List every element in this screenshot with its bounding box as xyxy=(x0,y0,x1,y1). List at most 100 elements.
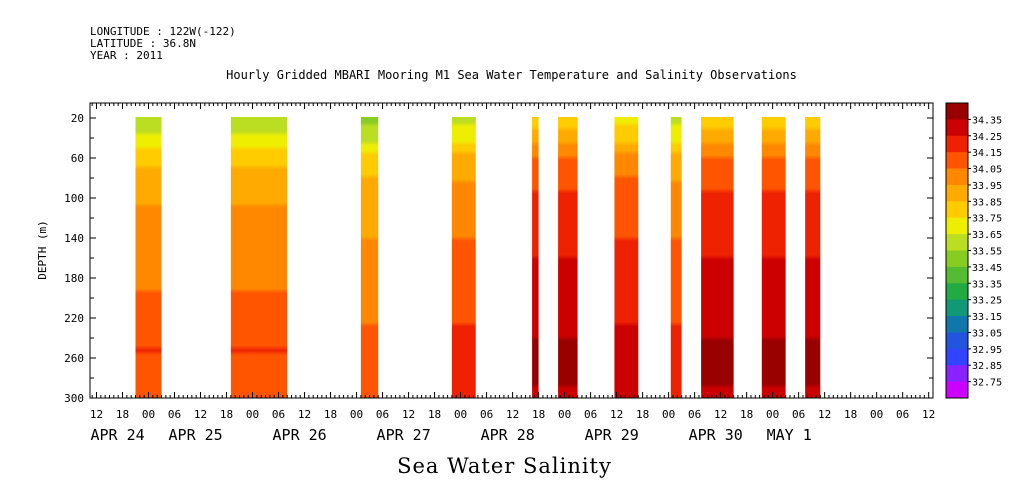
y-tick-label: 140 xyxy=(64,232,84,245)
colorbar-label: 33.15 xyxy=(972,312,1002,323)
x-date-label: APR 26 xyxy=(273,426,327,444)
x-tick-label: 00 xyxy=(350,408,363,421)
colorbar-label: 33.45 xyxy=(972,263,1002,274)
y-tick-label: 60 xyxy=(71,152,84,165)
x-date-label: APR 30 xyxy=(689,426,743,444)
x-date-label: APR 27 xyxy=(377,426,431,444)
colorbar-swatch xyxy=(946,381,968,399)
colorbar-swatch xyxy=(946,299,968,317)
data-segment xyxy=(614,117,639,398)
x-axis-title: Sea Water Salinity xyxy=(397,454,612,478)
x-tick-label: 06 xyxy=(168,408,181,421)
x-tick-label: 06 xyxy=(896,408,909,421)
colorbar-swatch xyxy=(946,283,968,301)
data-segment xyxy=(761,117,786,398)
x-tick-label: 06 xyxy=(584,408,597,421)
year-label: YEAR : 2011 xyxy=(90,49,163,62)
colorbar-label: 33.85 xyxy=(972,197,1002,208)
colorbar-swatch xyxy=(946,168,968,186)
colorbar-swatch xyxy=(946,234,968,251)
x-tick-label: 00 xyxy=(558,408,571,421)
y-tick-label: 300 xyxy=(64,392,84,405)
colorbar-swatch xyxy=(946,217,968,235)
x-date-label: APR 29 xyxy=(585,426,639,444)
x-tick-label: 12 xyxy=(922,408,935,421)
data-segment xyxy=(558,117,578,398)
colorbar-label: 33.25 xyxy=(972,296,1002,307)
colorbar-label: 33.95 xyxy=(972,181,1002,192)
x-tick-label: 12 xyxy=(90,408,103,421)
latitude-label: LATITUDE : 36.8N xyxy=(90,37,196,50)
colorbar-swatch xyxy=(946,348,968,366)
x-tick-label: 00 xyxy=(454,408,467,421)
x-date-label: APR 25 xyxy=(169,426,223,444)
data-segment xyxy=(532,117,539,398)
y-tick-label: 100 xyxy=(64,192,84,205)
colorbar-swatch xyxy=(946,135,968,153)
x-tick-label: 18 xyxy=(636,408,649,421)
colorbar-label: 34.05 xyxy=(972,165,1002,176)
x-date-label: APR 28 xyxy=(481,426,535,444)
colorbar-label: 34.35 xyxy=(972,115,1002,126)
x-tick-label: 18 xyxy=(844,408,857,421)
colorbar-swatch xyxy=(946,201,968,219)
x-tick-label: 12 xyxy=(610,408,623,421)
x-tick-label: 12 xyxy=(506,408,519,421)
y-tick-label: 260 xyxy=(64,352,84,365)
plot-frame xyxy=(89,102,934,399)
plot-area xyxy=(135,117,821,398)
y-axis-title: DEPTH (m) xyxy=(36,220,49,280)
data-segment xyxy=(451,117,476,398)
data-segment xyxy=(670,117,682,398)
colorbar-swatch xyxy=(946,103,968,120)
x-tick-label: 06 xyxy=(376,408,389,421)
axes: 12 18 00 06 12 18 00 06 12 18 00 06 12 18 00 06 12 18 00 06… xyxy=(64,102,935,444)
x-tick-label: 18 xyxy=(740,408,753,421)
x-tick-label: 06 xyxy=(688,408,701,421)
x-tick-label: 06 xyxy=(792,408,805,421)
x-tick-label: 12 xyxy=(402,408,415,421)
colorbar-swatch xyxy=(946,316,968,333)
x-tick-label: 00 xyxy=(766,408,779,421)
colorbar-label: 33.65 xyxy=(972,230,1002,241)
chart-title: Hourly Gridded MBARI Mooring M1 Sea Wate… xyxy=(226,68,797,82)
x-tick-label: 00 xyxy=(142,408,155,421)
colorbar-swatch xyxy=(946,266,968,284)
x-tick-label: 12 xyxy=(298,408,311,421)
colorbar-swatch xyxy=(946,152,968,170)
x-tick-label: 12 xyxy=(194,408,207,421)
colorbar-label: 32.75 xyxy=(972,378,1002,389)
data-segment xyxy=(805,117,821,398)
y-tick-label: 180 xyxy=(64,272,84,285)
x-tick-label: 06 xyxy=(480,408,493,421)
colorbar-label: 32.95 xyxy=(972,345,1002,356)
x-tick-label: 18 xyxy=(428,408,441,421)
colorbar-swatch xyxy=(946,184,968,202)
x-tick-label: 18 xyxy=(116,408,129,421)
x-tick-label: 00 xyxy=(662,408,675,421)
data-segment xyxy=(230,117,288,398)
y-tick-label: 20 xyxy=(71,112,84,125)
colorbar-swatch xyxy=(946,250,968,268)
x-date-label: APR 24 xyxy=(91,426,145,444)
colorbar-label: 33.55 xyxy=(972,247,1002,258)
x-tick-label: 00 xyxy=(246,408,259,421)
x-tick-label: 18 xyxy=(220,408,233,421)
colorbar-label: 33.35 xyxy=(972,279,1002,290)
x-date-label: MAY 1 xyxy=(767,426,812,444)
colorbar-label: 34.25 xyxy=(972,132,1002,143)
y-tick-label: 220 xyxy=(64,312,84,325)
x-tick-label: 12 xyxy=(714,408,727,421)
colorbar-label: 33.75 xyxy=(972,214,1002,225)
data-segment xyxy=(360,117,379,398)
colorbar: 32.75 32.85 32.95 33.05 33.15 33.25 33.35 33.45… xyxy=(945,102,1002,399)
x-tick-label: 18 xyxy=(532,408,545,421)
x-tick-label: 06 xyxy=(272,408,285,421)
colorbar-label: 34.15 xyxy=(972,148,1002,159)
longitude-label: LONGITUDE : 122W(-122) xyxy=(90,25,236,38)
x-tick-label: 12 xyxy=(818,408,831,421)
colorbar-swatch xyxy=(946,119,968,137)
data-segment xyxy=(701,117,734,398)
data-segment xyxy=(135,117,162,398)
